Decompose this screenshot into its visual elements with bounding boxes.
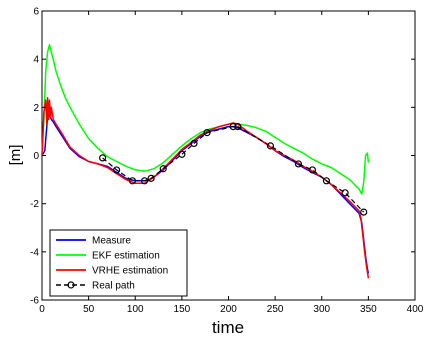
data-point-real-path xyxy=(147,174,155,182)
y-tick-label: 6 xyxy=(33,7,39,18)
legend: Measure EKF estimation VRHE estimation Real… xyxy=(49,229,188,297)
x-tick-label: 50 xyxy=(83,304,95,315)
x-tick-label: 350 xyxy=(360,304,377,315)
legend-label-real-path: Real path xyxy=(92,281,135,292)
data-point-real-path xyxy=(203,129,211,137)
x-tick-label: 100 xyxy=(127,304,144,315)
x-tick-label: 0 xyxy=(39,304,45,315)
data-point-real-path xyxy=(266,142,275,150)
data-point-real-path xyxy=(190,139,198,148)
data-point-real-path xyxy=(128,177,137,185)
series-layer xyxy=(41,43,370,279)
data-point-real-path xyxy=(360,208,368,216)
y-tick-label: 4 xyxy=(33,55,39,66)
y-tick-label: -4 xyxy=(30,247,39,258)
data-point-real-path xyxy=(159,165,167,173)
data-point-real-path xyxy=(229,122,237,131)
legend-label-measure: Measure xyxy=(92,236,131,247)
data-point-real-path xyxy=(234,122,242,131)
data-point-real-path xyxy=(99,154,107,162)
y-tick-label: -6 xyxy=(30,296,39,307)
x-tick-label: 400 xyxy=(407,304,424,315)
ticks-layer: 0 50 100 150 200 250 300 350 400 -6 -4 -2 0 2 4 6 xyxy=(30,7,424,316)
series-line-ekf-estimation xyxy=(41,43,370,195)
y-tick-label: -2 xyxy=(30,199,39,210)
y-axis-label: [m] xyxy=(7,145,24,166)
x-tick-label: 250 xyxy=(267,304,284,315)
data-point-real-path xyxy=(178,150,186,158)
legend-label-vrhe-estimation: VRHE estimation xyxy=(92,266,168,277)
data-point-real-path xyxy=(140,177,149,185)
y-tick-label: 0 xyxy=(33,151,39,162)
data-point-real-path xyxy=(308,166,317,174)
y-tick-label: 2 xyxy=(33,103,39,114)
x-tick-label: 300 xyxy=(313,304,330,315)
data-point-real-path xyxy=(341,189,349,197)
series-line-real-path xyxy=(102,125,365,213)
x-tick-label: 200 xyxy=(220,304,237,315)
x-axis-label: time xyxy=(212,318,244,337)
x-tick-label: 150 xyxy=(174,304,191,315)
legend-marker-real-path xyxy=(67,281,75,289)
data-point-real-path xyxy=(112,166,121,174)
data-point-real-path xyxy=(322,177,331,185)
data-point-real-path xyxy=(294,160,303,168)
legend-label-ekf-estimation: EKF estimation xyxy=(92,251,160,262)
